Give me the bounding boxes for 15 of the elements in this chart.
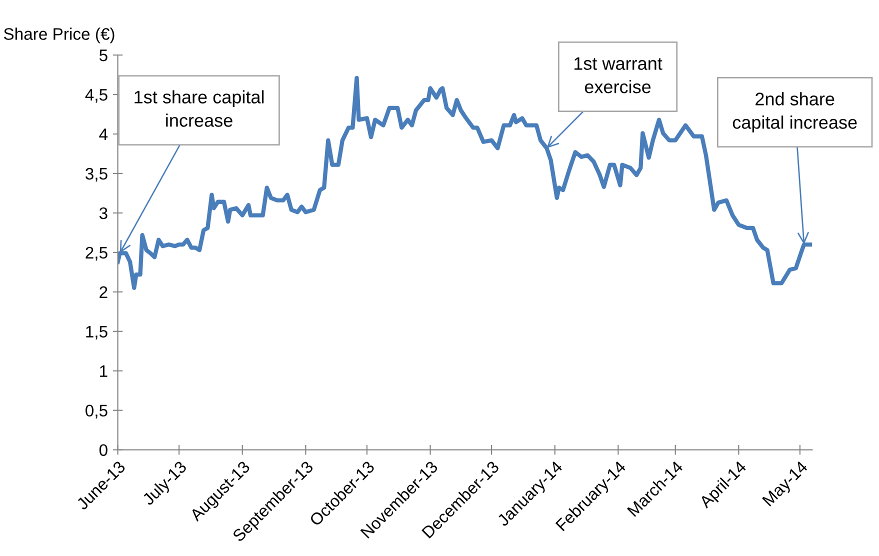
y-tick-label: 0 xyxy=(99,444,108,456)
annotation: 1st warrant exercise xyxy=(574,57,662,94)
y-tick-label: 2,5 xyxy=(86,246,108,261)
annotation: 1st share capital increase xyxy=(134,90,264,127)
y-tick-label: 1 xyxy=(100,365,108,377)
y-tick-label: 4 xyxy=(99,128,108,140)
y-tick-label: 2 xyxy=(100,286,108,298)
y-tick-label: 3 xyxy=(99,207,108,220)
y-tick-label: 4,5 xyxy=(85,89,108,103)
y-tick-label: 1,5 xyxy=(86,326,108,340)
annotation: 2nd share capital increase xyxy=(732,92,857,132)
y-axis-title: Share Price (€) xyxy=(4,28,114,44)
y-tick-label: 3,5 xyxy=(86,168,108,182)
y-tick-label: 0,5 xyxy=(86,404,108,418)
y-tick-label: 5 xyxy=(99,50,108,62)
